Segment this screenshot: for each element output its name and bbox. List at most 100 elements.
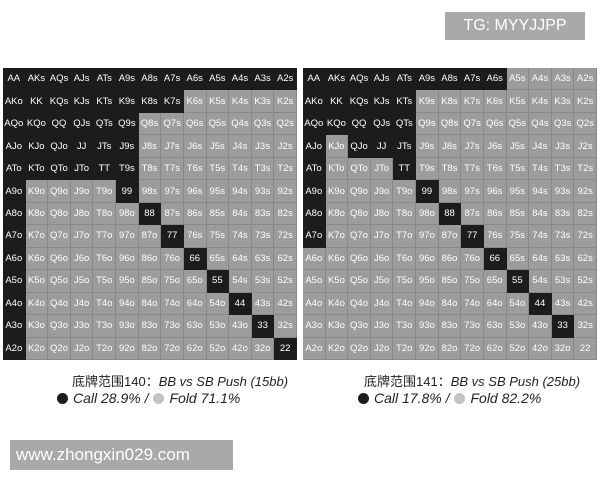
- call-label: Call 17.8% /: [374, 390, 450, 406]
- hand-cell-86s-fold: 86s: [483, 202, 507, 226]
- hand-cell-85s-fold: 85s: [206, 202, 230, 226]
- hand-cell-72s-fold: 72s: [274, 225, 297, 248]
- hand-cell-62s-fold: 62s: [274, 247, 297, 271]
- hand-cell-63s-fold: 63s: [251, 247, 275, 271]
- tg-label: TG: MYYJJPP: [445, 12, 585, 40]
- hand-cell-73o-fold: 73o: [161, 315, 184, 338]
- hand-cell-T9s-fold: T9s: [416, 157, 439, 181]
- hand-cell-QJo-call: QJo: [348, 135, 371, 158]
- hand-cell-T8s-fold: T8s: [138, 157, 162, 181]
- hand-cell-96o-fold: 96o: [116, 247, 139, 271]
- hand-cell-Q7s-fold: Q7s: [161, 112, 184, 136]
- hand-cell-62s-fold: 62s: [574, 247, 597, 271]
- hand-cell-K6o-fold: K6o: [325, 247, 349, 271]
- hand-cell-KTs-call: KTs: [393, 90, 417, 113]
- hand-cell-K7o-fold: K7o: [25, 225, 49, 248]
- hand-cell-J5s-fold: J5s: [206, 135, 230, 158]
- hand-cell-JTo-fold: JTo: [370, 157, 394, 181]
- hand-cell-Q9o-fold: Q9o: [348, 180, 371, 203]
- hand-cell-ATs-call: ATs: [93, 68, 117, 91]
- hand-cell-K5s-fold: K5s: [206, 90, 230, 113]
- hand-cell-42s-fold: 42s: [574, 292, 597, 316]
- hand-cell-96s-fold: 96s: [483, 180, 507, 203]
- hand-cell-95s-fold: 95s: [206, 180, 230, 203]
- hand-cell-ATo-call: ATo: [303, 157, 326, 181]
- hand-cell-AA-call: AA: [303, 68, 326, 91]
- hand-cell-QJo-call: QJo: [48, 135, 71, 158]
- hand-cell-94o-fold: 94o: [116, 292, 139, 316]
- fold-dot-icon: [153, 392, 165, 404]
- hand-cell-T4o-fold: T4o: [393, 292, 417, 316]
- hand-cell-93o-fold: 93o: [416, 315, 439, 338]
- hand-cell-76o-fold: 76o: [161, 247, 184, 271]
- hand-cell-54o-fold: 54o: [506, 292, 530, 316]
- hand-cell-87o-fold: 87o: [438, 225, 462, 248]
- hand-cell-93s-fold: 93s: [251, 180, 275, 203]
- hand-cell-Q8o-fold: Q8o: [48, 202, 71, 226]
- hand-cell-Q6s-fold: Q6s: [183, 112, 207, 136]
- call-label: Call 28.9% /: [73, 390, 149, 406]
- hand-cell-J6s-fold: J6s: [483, 135, 507, 158]
- hand-cell-A2s-call: A2s: [274, 68, 297, 91]
- hand-cell-53s-fold: 53s: [551, 270, 575, 293]
- hand-cell-KJo-call: KJo: [25, 135, 49, 158]
- hand-cell-KTs-call: KTs: [93, 90, 117, 113]
- hand-cell-J2s-fold: J2s: [574, 135, 597, 158]
- hand-cell-98o-fold: 98o: [416, 202, 439, 226]
- hand-cell-K5o-fold: K5o: [325, 270, 349, 293]
- hand-cell-74s-fold: 74s: [529, 225, 552, 248]
- hand-cell-T8o-fold: T8o: [93, 202, 117, 226]
- hand-cell-J2o-fold: J2o: [370, 337, 394, 360]
- legend-15bb: Call 28.9% / Fold 71.1%: [57, 390, 240, 406]
- hand-cell-AKo-call: AKo: [303, 90, 326, 113]
- hand-cell-K7s-fold: K7s: [461, 90, 484, 113]
- hand-cell-KQo-call: KQo: [325, 112, 349, 136]
- hand-cell-Q5o-fold: Q5o: [348, 270, 371, 293]
- hand-cell-65o-fold: 65o: [183, 270, 207, 293]
- hand-cell-Q4o-fold: Q4o: [348, 292, 371, 316]
- hand-cell-33-call: 33: [251, 315, 275, 338]
- hand-cell-72s-fold: 72s: [574, 225, 597, 248]
- caption-title: BB vs SB Push (25bb): [450, 374, 581, 389]
- hand-cell-A4s-call: A4s: [229, 68, 252, 91]
- hand-cell-74o-fold: 74o: [461, 292, 484, 316]
- hand-cell-TT-call: TT: [93, 157, 117, 181]
- hand-cell-J7s-fold: J7s: [461, 135, 484, 158]
- hand-cell-63o-fold: 63o: [483, 315, 507, 338]
- hand-cell-T5o-fold: T5o: [93, 270, 117, 293]
- hand-cell-J9s-fold: J9s: [416, 135, 439, 158]
- hand-cell-98o-fold: 98o: [116, 202, 139, 226]
- hand-cell-Q8o-fold: Q8o: [348, 202, 371, 226]
- hand-cell-JTs-call: JTs: [393, 135, 417, 158]
- hand-cell-J7o-fold: J7o: [370, 225, 394, 248]
- hand-cell-94s-fold: 94s: [229, 180, 252, 203]
- hand-cell-A9s-call: A9s: [416, 68, 439, 91]
- fold-label: Fold 71.1%: [169, 390, 241, 406]
- hand-cell-K5s-fold: K5s: [506, 90, 530, 113]
- hand-cell-KQs-call: KQs: [348, 90, 371, 113]
- hand-cell-A3s-fold: A3s: [551, 68, 575, 91]
- hand-cell-K3o-fold: K3o: [25, 315, 49, 338]
- hand-cell-J8s-fold: J8s: [438, 135, 462, 158]
- hand-cell-J8o-fold: J8o: [70, 202, 94, 226]
- hand-cell-86o-fold: 86o: [138, 247, 162, 271]
- hand-cell-J6o-fold: J6o: [370, 247, 394, 271]
- hand-cell-K7o-fold: K7o: [325, 225, 349, 248]
- hand-cell-96o-fold: 96o: [416, 247, 439, 271]
- hand-cell-64o-fold: 64o: [483, 292, 507, 316]
- hand-cell-Q3o-fold: Q3o: [48, 315, 71, 338]
- hand-cell-QTo-call: QTo: [48, 157, 71, 181]
- watermark-url: www.zhongxin029.com: [10, 440, 233, 470]
- hand-cell-T6o-fold: T6o: [393, 247, 417, 271]
- hand-cell-QTs-call: QTs: [93, 112, 117, 136]
- hand-cell-QTs-call: QTs: [393, 112, 417, 136]
- hand-cell-22-call: 22: [274, 337, 297, 360]
- hand-cell-99-call: 99: [416, 180, 439, 203]
- hand-cell-K9s-call: K9s: [116, 90, 139, 113]
- hand-cell-T6o-fold: T6o: [93, 247, 117, 271]
- hand-cell-J6s-fold: J6s: [183, 135, 207, 158]
- hand-cell-87s-fold: 87s: [461, 202, 484, 226]
- legend-25bb: Call 17.8% / Fold 82.2%: [358, 390, 541, 406]
- hand-cell-76o-fold: 76o: [461, 247, 484, 271]
- hand-cell-95o-fold: 95o: [116, 270, 139, 293]
